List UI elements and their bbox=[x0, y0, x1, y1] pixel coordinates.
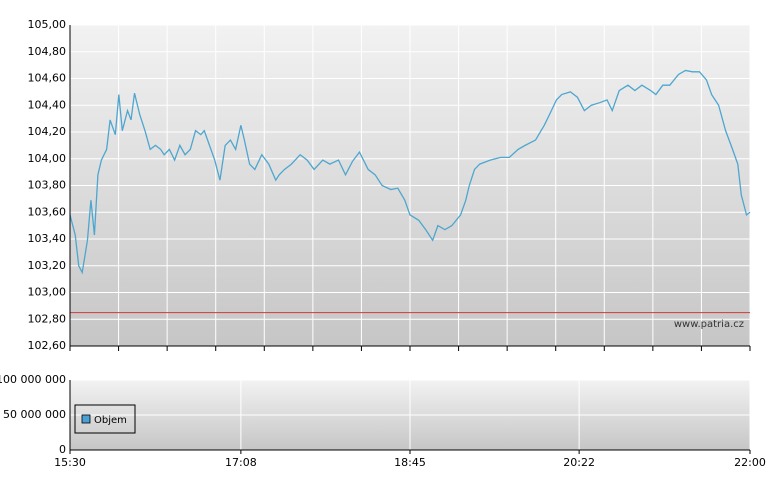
y-tick-label: 104,40 bbox=[28, 98, 67, 111]
y-tick-label: 103,20 bbox=[28, 259, 67, 272]
legend-label: Objem bbox=[94, 415, 127, 426]
y-tick-label: 103,00 bbox=[28, 286, 67, 299]
watermark: www.patria.cz bbox=[674, 319, 744, 330]
y-tick-label: 103,80 bbox=[28, 179, 67, 192]
y-tick-label: 102,80 bbox=[28, 312, 67, 325]
x-tick-label: 17:08 bbox=[225, 456, 257, 469]
legend-box bbox=[74, 404, 136, 434]
price-line bbox=[69, 69, 751, 275]
y-tick-label: 104,60 bbox=[28, 72, 67, 85]
y-tick-label: 104,80 bbox=[28, 45, 67, 58]
y-tick-label: 105,00 bbox=[28, 18, 67, 31]
y-tick-label: 104,00 bbox=[28, 152, 67, 165]
y-tick-label: 100 000 000 bbox=[0, 373, 66, 386]
x-tick-label: 15:30 bbox=[54, 456, 86, 469]
x-tick-label: 20:22 bbox=[563, 456, 595, 469]
x-tick-label: 22:00 bbox=[734, 456, 766, 469]
legend-swatch bbox=[81, 414, 91, 424]
x-tick-label: 18:45 bbox=[394, 456, 426, 469]
y-tick-label: 0 bbox=[59, 443, 66, 456]
y-tick-label: 103,60 bbox=[28, 205, 67, 218]
y-tick-label: 103,40 bbox=[28, 232, 67, 245]
y-tick-label: 104,20 bbox=[28, 125, 67, 138]
y-tick-label: 102,60 bbox=[28, 339, 67, 352]
y-tick-label: 50 000 000 bbox=[3, 408, 66, 421]
